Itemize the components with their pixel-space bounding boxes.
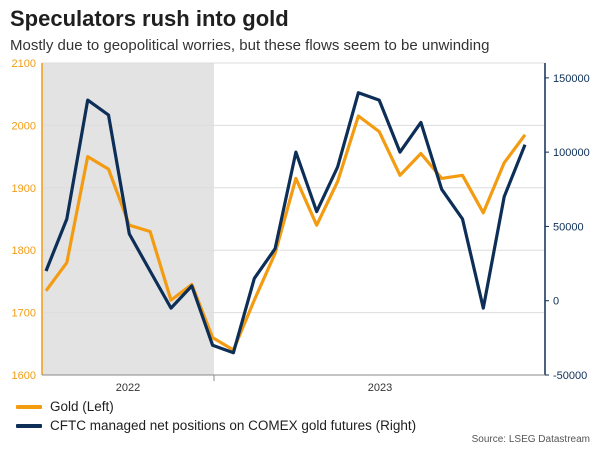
legend-swatch-cftc <box>16 423 42 428</box>
x-axis-tick-label: 2022 <box>116 382 140 394</box>
left-axis-tick-label: 1600 <box>12 370 36 382</box>
legend-item-cftc: CFTC managed net positions on COMEX gold… <box>16 418 416 433</box>
left-axis-tick-label: 1700 <box>12 308 36 320</box>
legend-item-gold: Gold (Left) <box>16 399 114 414</box>
legend-label-cftc: CFTC managed net positions on COMEX gold… <box>50 418 417 433</box>
left-axis-tick-label: 1900 <box>12 183 36 195</box>
chart-subtitle: Mostly due to geopolitical worries, but … <box>10 37 490 54</box>
right-axis-tick-label: 0 <box>553 296 559 308</box>
right-axis-tick-label: 150000 <box>553 73 590 85</box>
left-axis-tick-label: 1800 <box>12 245 36 257</box>
x-axis-tick-label: 2023 <box>368 382 392 394</box>
right-axis-tick-label: -50000 <box>553 370 587 382</box>
source-note: Source: LSEG Datastream <box>471 434 590 445</box>
legend-swatch-gold <box>16 404 42 409</box>
right-axis-tick-label: 50000 <box>553 221 584 233</box>
legend-label-gold: Gold (Left) <box>50 399 114 414</box>
series-line-cftc-positions <box>44 91 527 355</box>
right-axis-tick-label: 100000 <box>553 147 590 159</box>
chart-title: Speculators rush into gold <box>10 6 289 31</box>
left-axis-tick-label: 2100 <box>12 58 36 70</box>
left-axis-tick-label: 2000 <box>12 120 36 132</box>
